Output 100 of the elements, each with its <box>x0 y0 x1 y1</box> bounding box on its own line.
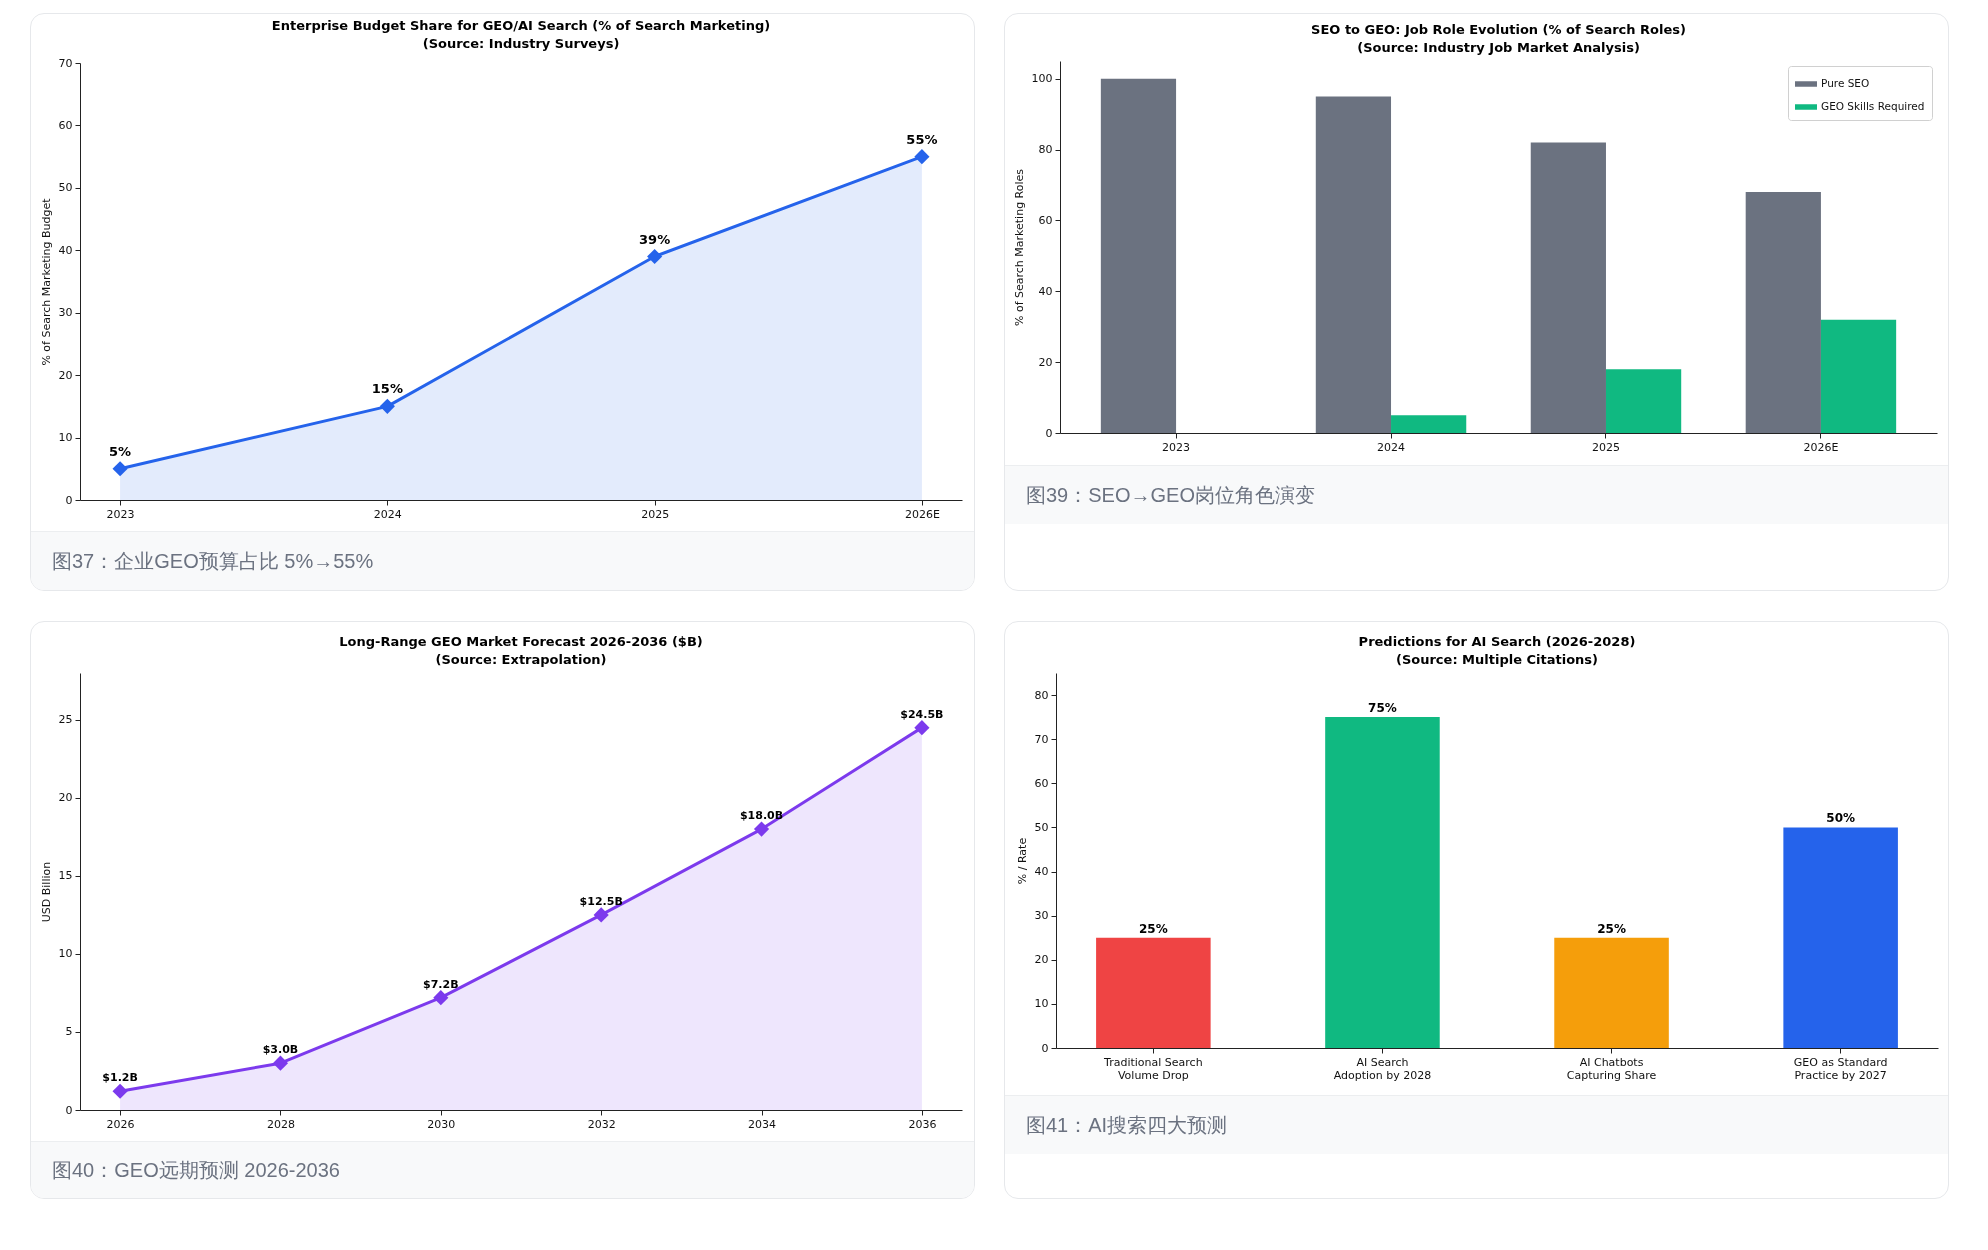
y-tick-label: 0 <box>1045 426 1053 440</box>
bar <box>1605 369 1682 433</box>
caption: 图39：SEO→GEO岗位角色演变 <box>1026 482 1315 508</box>
x-tick-label: 2025 <box>1591 440 1620 454</box>
y-tick-label: 10 <box>1034 997 1049 1011</box>
data-label: $18.0B <box>739 809 784 823</box>
x-tick-label: 2034 <box>748 1117 777 1131</box>
data-label: $7.2B <box>423 977 459 991</box>
x-tick-label: Traditional Search Volume Drop <box>1103 1055 1203 1082</box>
x-tick-label: 2024 <box>373 507 402 521</box>
chart-title: Enterprise Budget Share for GEO/AI Search (% of Search Marketing) <box>271 18 771 33</box>
data-label: 55% <box>906 131 938 147</box>
y-tick-label: 0 <box>65 1103 73 1117</box>
x-tick-label: 2024 <box>1377 440 1406 454</box>
y-tick-label: 50 <box>1034 820 1049 834</box>
y-axis-title: % of Search Marketing Roles <box>1012 168 1026 327</box>
y-tick-label: 60 <box>1038 213 1053 227</box>
caption: 图40：GEO远期预测 2026-2036 <box>52 1157 340 1183</box>
data-label: $12.5B <box>579 894 623 908</box>
y-tick-label: 50 <box>58 181 73 195</box>
data-label: $24.5B <box>900 707 944 721</box>
chart-title: SEO to GEO: Job Role Evolution (% of Search Roles) <box>1311 22 1686 37</box>
y-tick-label: 30 <box>1034 909 1049 923</box>
bar <box>1745 192 1821 433</box>
y-axis-title: USD Billion <box>39 861 53 923</box>
caption: 图41：AI搜索四大预测 <box>1026 1112 1228 1138</box>
y-tick-label: 25 <box>58 713 73 727</box>
y-tick-label: 20 <box>58 791 73 805</box>
bar <box>1096 937 1211 1048</box>
y-tick-label: 80 <box>1034 688 1049 702</box>
point <box>647 248 663 265</box>
chart-title: Predictions for AI Search (2026-2028) <box>1358 634 1636 649</box>
x-tick-label: 2032 <box>587 1117 616 1131</box>
data-label: 39% <box>639 231 671 247</box>
y-axis-title: % of Search Marketing Budget <box>39 197 53 366</box>
data-label: 25% <box>1597 921 1626 936</box>
x-tick-label: 2036 <box>908 1117 937 1131</box>
x-tick-label: AI Search Adoption by 2028 <box>1333 1055 1432 1082</box>
x-tick-label: GEO as Standard Practice by 2027 <box>1793 1055 1888 1082</box>
chart-title: Long-Range GEO Market Forecast 2026-2036 ($B) <box>339 634 703 649</box>
x-tick-label: 2028 <box>266 1117 295 1131</box>
y-tick-label: 60 <box>1034 776 1049 790</box>
point <box>753 821 770 837</box>
point <box>433 990 449 1006</box>
x-tick-label: 2025 <box>641 507 670 521</box>
data-label: $3.0B <box>262 1043 299 1057</box>
data-label: 75% <box>1368 701 1397 716</box>
y-axis-title: % / Rate <box>1015 837 1029 885</box>
y-tick-label: 70 <box>1034 732 1049 746</box>
bar <box>1391 415 1467 433</box>
y-tick-label: 20 <box>58 368 73 382</box>
x-tick-label: 2023 <box>1162 440 1191 454</box>
data-label: 25% <box>1139 921 1168 936</box>
y-tick-label: 70 <box>58 56 73 70</box>
legend-label: GEO Skills Required <box>1821 100 1925 112</box>
y-tick-label: 10 <box>58 947 73 961</box>
bar <box>1325 717 1440 1048</box>
data-label: $1.2B <box>102 1071 138 1085</box>
y-tick-label: 0 <box>65 493 73 507</box>
y-tick-label: 30 <box>58 306 73 320</box>
point <box>112 1083 128 1099</box>
y-tick-label: 40 <box>1034 865 1049 879</box>
caption: 图37：企业GEO预算占比 5%→55% <box>52 549 374 574</box>
y-tick-label: 20 <box>1034 953 1049 967</box>
data-label: 50% <box>1826 811 1855 826</box>
y-tick-label: 0 <box>1041 1041 1049 1055</box>
y-tick-label: 40 <box>1038 284 1053 298</box>
legend-label: Pure SEO <box>1821 77 1870 89</box>
bar <box>1100 78 1177 433</box>
y-tick-label: 20 <box>1038 355 1053 369</box>
y-tick-label: 5 <box>65 1025 73 1039</box>
x-tick-label: 2026E <box>1803 440 1839 454</box>
point <box>593 907 609 923</box>
data-label: 15% <box>371 381 403 397</box>
data-label: 5% <box>109 443 132 459</box>
y-tick-label: 15 <box>58 869 73 883</box>
y-tick-label: 60 <box>58 118 73 132</box>
y-tick-label: 80 <box>1038 143 1053 157</box>
y-tick-label: 100 <box>1031 72 1053 86</box>
point <box>379 398 395 414</box>
y-tick-label: 10 <box>58 431 73 445</box>
point <box>914 149 930 165</box>
bar <box>1315 96 1392 433</box>
point <box>112 461 128 477</box>
chart-subtitle: (Source: Extrapolation) <box>435 652 607 667</box>
bar <box>1554 937 1669 1048</box>
bar <box>1783 827 1898 1048</box>
x-tick-label: 2026E <box>904 507 940 521</box>
chart-subtitle: (Source: Multiple Citations) <box>1395 652 1599 667</box>
point <box>914 720 930 736</box>
x-tick-label: AI Chatbots Capturing Share <box>1566 1055 1657 1082</box>
x-tick-label: 2026 <box>106 1117 135 1131</box>
bar <box>1820 319 1897 433</box>
point <box>272 1055 289 1071</box>
chart-subtitle: (Source: Industry Job Market Analysis) <box>1357 40 1640 55</box>
y-tick-label: 40 <box>58 243 73 257</box>
bar <box>1530 142 1606 433</box>
chart-subtitle: (Source: Industry Surveys) <box>422 36 620 51</box>
x-tick-label: 2030 <box>427 1117 456 1131</box>
x-tick-label: 2023 <box>106 507 135 521</box>
